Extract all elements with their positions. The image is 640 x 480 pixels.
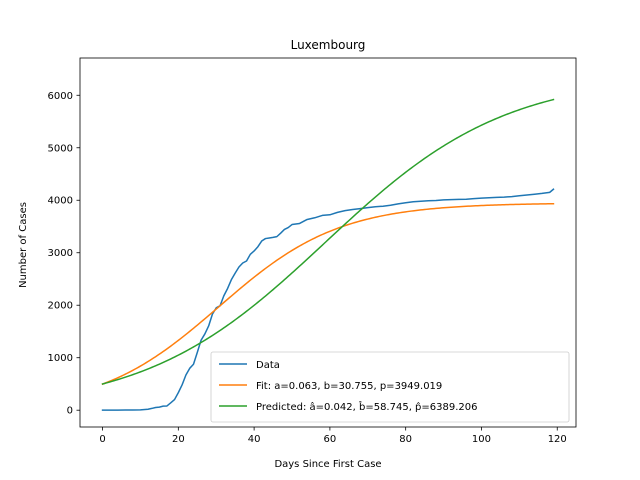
series-line-0 bbox=[101, 188, 555, 411]
y-tick-label: 1000 bbox=[48, 353, 73, 364]
legend-box bbox=[210, 351, 570, 423]
x-tick-label: 20 bbox=[172, 434, 185, 445]
series-line-2 bbox=[101, 98, 555, 385]
series-line-1 bbox=[101, 202, 555, 386]
axes-frame bbox=[79, 57, 577, 428]
legend-label-2: Predicted: â=0.042, b̂=58.745, p̂=6389.2… bbox=[256, 400, 478, 413]
y-tick-label: 5000 bbox=[48, 143, 73, 154]
axis-ticks: 0 20 40 60 80 100 120 0 1000 2000 3000 4000 5000 6000 bbox=[48, 57, 577, 445]
legend-label-0: Data bbox=[256, 360, 280, 371]
plot-area bbox=[101, 98, 555, 411]
x-tick-label: 60 bbox=[324, 434, 337, 445]
x-tick-label: 40 bbox=[248, 434, 261, 445]
legend-label-1: Fit: a=0.063, b=30.755, p=3949.019 bbox=[256, 381, 442, 392]
y-tick-label: 6000 bbox=[48, 91, 73, 102]
x-tick-label: 80 bbox=[399, 434, 412, 445]
y-tick-label: 3000 bbox=[48, 248, 73, 259]
y-tick-label: 4000 bbox=[48, 196, 73, 207]
chart-title: Luxembourg bbox=[291, 38, 366, 52]
x-tick-label: 100 bbox=[472, 434, 491, 445]
x-axis-label: Days Since First Case bbox=[274, 459, 381, 470]
x-tick-label: 0 bbox=[99, 434, 105, 445]
y-axis-label: Number of Cases bbox=[18, 202, 29, 288]
x-tick-label: 120 bbox=[548, 434, 567, 445]
y-tick-label: 0 bbox=[67, 406, 73, 417]
legend: Data Fit: a=0.063, b=30.755, p=3949.019 Pr… bbox=[210, 351, 570, 423]
y-tick-label: 2000 bbox=[48, 301, 73, 312]
